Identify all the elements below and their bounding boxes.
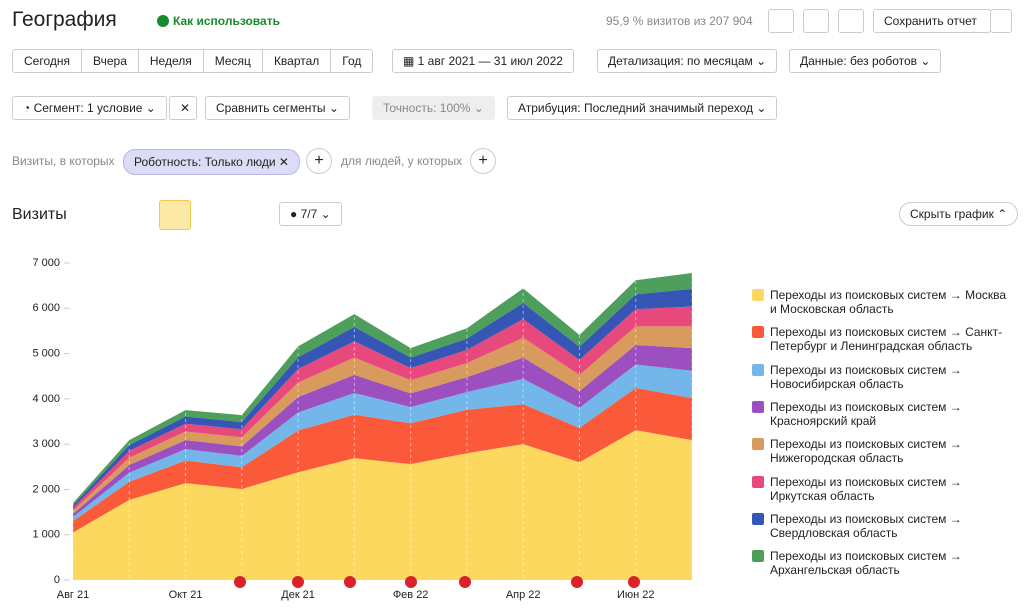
legend-item[interactable]: Переходы из поисковых систем → Санкт-Пет… — [752, 325, 1012, 353]
filter-people: для людей, у которых — [341, 154, 463, 168]
area — [73, 364, 692, 522]
x-tick-label: Апр 22 — [506, 589, 541, 601]
visits-info: 95,9 % визитов из 207 904 — [606, 14, 753, 28]
help-link[interactable]: Как использовать — [157, 14, 280, 28]
period-button[interactable]: Год — [342, 54, 362, 68]
add-condition[interactable]: + — [306, 148, 332, 174]
y-tick-label: 7 000 — [32, 257, 60, 269]
y-tick-label: 3 000 — [32, 438, 60, 450]
chart-title: Визиты — [12, 206, 67, 223]
legend-item[interactable]: Переходы из поисковых систем → Москва и … — [752, 288, 1012, 316]
y-tick-label: 4 000 — [32, 393, 60, 405]
attribution-text: Атрибуция: Последний значимый переход — [518, 101, 753, 115]
legend-swatch — [752, 438, 764, 451]
area — [73, 344, 692, 518]
accuracy-text: Точность: 100% — [383, 101, 471, 115]
compare-select[interactable]: Сравнить сегменты ⌄ — [205, 96, 350, 120]
legend-label: Переходы из поисковых систем → Иркутская… — [770, 474, 962, 503]
x-tick-label: Июн 22 — [617, 589, 655, 601]
plot: 0 1 000 2 000 3 000 4 000 5 000 6 000 7 000 Авг … — [32, 257, 693, 601]
hide-text: Скрыть график — [910, 207, 994, 221]
legend-swatch — [752, 363, 764, 376]
period-button[interactable]: Неделя — [139, 50, 204, 72]
period-button[interactable]: Квартал — [263, 50, 332, 72]
legend-label: Переходы из поисковых систем → Свердловс… — [770, 511, 962, 540]
api-button[interactable] — [838, 9, 864, 33]
legend-item[interactable]: Переходы из поисковых систем → Красноярс… — [752, 400, 1012, 428]
chip-text: Роботность: Только люди — [134, 155, 276, 169]
x-tick-label: Авг 21 — [57, 589, 89, 601]
save-menu[interactable] — [990, 9, 1012, 33]
area — [73, 272, 692, 506]
legend-label: Переходы из поисковых систем → Санкт-Пет… — [770, 325, 1003, 354]
period-button[interactable]: Вчера — [82, 50, 139, 72]
legend-swatch — [752, 512, 764, 525]
y-tick-label: 2 000 — [32, 483, 60, 495]
accuracy-select[interactable]: Точность: 100% ⌄ — [372, 96, 495, 120]
legend-swatch — [752, 475, 764, 488]
segment-text: Сегмент: 1 условие — [33, 101, 143, 115]
legend-item[interactable]: Переходы из поисковых систем → Архангель… — [752, 549, 1012, 577]
x-tick-label: Дек 21 — [281, 589, 315, 601]
area — [73, 387, 692, 533]
y-tick-label: 6 000 — [32, 302, 60, 314]
legend-item[interactable]: Переходы из поисковых систем → Новосибир… — [752, 363, 1012, 391]
period-group: Сегодня Вчера Неделя Месяц Квартал Год — [12, 49, 374, 73]
data-select[interactable]: Данные: без роботов ⌄ — [789, 49, 942, 73]
legend-item[interactable]: Переходы из поисковых систем → Свердловс… — [752, 512, 1012, 540]
filter-prefix: Визиты, в которых — [12, 154, 115, 168]
annotations-select[interactable]: ● 7/7 ⌄ — [279, 202, 342, 226]
segment-select[interactable]: ◔ Сегмент: 1 условие ⌄ — [12, 96, 167, 120]
compare-text: Сравнить сегменты — [216, 101, 326, 115]
segment-clear[interactable]: ✕ — [169, 96, 197, 120]
date-text: 1 авг 2021 — 31 июл 2022 — [417, 54, 563, 68]
legend-label: Переходы из поисковых систем → Красноярс… — [770, 399, 962, 428]
save-button[interactable]: Сохранить отчет — [873, 9, 991, 33]
page-title: География — [12, 8, 117, 31]
legend-swatch — [752, 550, 764, 563]
add-people-condition[interactable]: + — [470, 148, 496, 174]
y-tick-label: 0 — [54, 574, 60, 586]
export-button[interactable] — [803, 9, 829, 33]
legend-swatch — [752, 289, 764, 301]
legend-label: Переходы из поисковых систем → Нижегород… — [770, 437, 962, 466]
annotation-markers — [234, 576, 640, 588]
attribution-select[interactable]: Атрибуция: Последний значимый переход ⌄ — [507, 96, 778, 120]
data-text: Данные: без роботов — [800, 54, 918, 68]
x-tick-label: Окт 21 — [169, 589, 203, 601]
period-button[interactable]: Сегодня — [13, 50, 82, 72]
legend-swatch — [752, 400, 764, 413]
y-tick-label: 5 000 — [32, 347, 60, 359]
y-tick-label: 1 000 — [32, 529, 60, 541]
legend-label: Переходы из поисковых систем → Новосибир… — [770, 362, 962, 391]
detail-select[interactable]: Детализация: по месяцам ⌄ — [597, 49, 778, 73]
legend-label: Переходы из поисковых систем → Москва и … — [770, 288, 1007, 316]
detail-text: Детализация: по месяцам — [608, 54, 753, 68]
date-range[interactable]: ▦ 1 авг 2021 — 31 июл 2022 — [392, 49, 574, 73]
count-text: 7/7 — [300, 207, 318, 221]
legend-swatch — [752, 326, 764, 339]
area — [73, 306, 692, 511]
stacked-view-button[interactable] — [159, 200, 191, 230]
hide-chart[interactable]: Скрыть график ⌃ — [899, 202, 1019, 226]
period-button[interactable]: Месяц — [204, 50, 263, 72]
x-tick-label: Фев 22 — [393, 589, 429, 601]
area — [73, 430, 692, 580]
area — [73, 326, 692, 514]
legend-item[interactable]: Переходы из поисковых систем → Иркутская… — [752, 475, 1012, 503]
legend-label: Переходы из поисковых систем → Архангель… — [770, 549, 962, 578]
help-text: Как использовать — [173, 14, 280, 28]
area — [73, 288, 692, 508]
legend-item[interactable]: Переходы из поисковых систем → Нижегород… — [752, 437, 1012, 465]
history-button[interactable] — [768, 9, 794, 33]
filter-chip[interactable]: Роботность: Только люди ✕ — [123, 149, 300, 175]
